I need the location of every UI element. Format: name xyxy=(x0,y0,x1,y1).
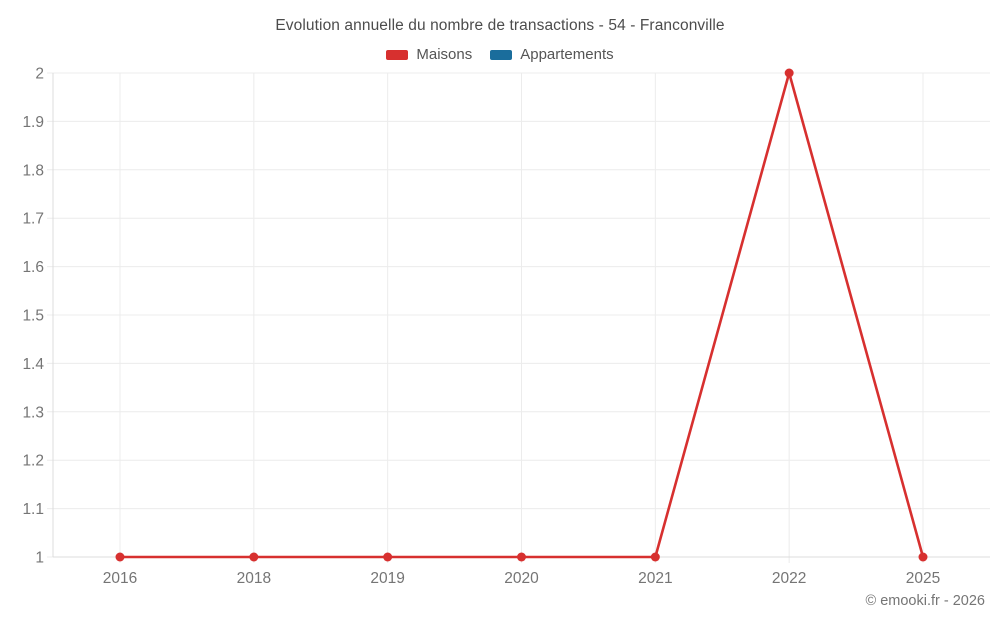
x-tick-label: 2016 xyxy=(103,570,137,587)
chart-legend: Maisons Appartements xyxy=(0,46,1000,63)
y-tick-label: 1.8 xyxy=(22,162,44,179)
legend-item-maisons[interactable]: Maisons xyxy=(386,46,472,63)
chart-title: Evolution annuelle du nombre de transact… xyxy=(275,17,725,34)
legend-label-appartements: Appartements xyxy=(520,46,614,63)
maisons-swatch-icon xyxy=(386,49,409,60)
appartements-swatch-icon xyxy=(490,49,513,60)
y-tick-label: 1.5 xyxy=(22,308,44,325)
x-tick-label: 2022 xyxy=(772,570,806,587)
y-tick-label: 1.2 xyxy=(22,453,44,470)
x-tick-label: 2020 xyxy=(504,570,539,587)
maisons-point[interactable] xyxy=(918,552,928,562)
y-tick-label: 1 xyxy=(35,550,44,567)
x-tick-label: 2025 xyxy=(906,570,940,587)
maisons-point[interactable] xyxy=(650,552,660,562)
y-tick-label: 1.1 xyxy=(22,501,44,518)
y-tick-label: 1.7 xyxy=(22,211,44,228)
footer-credit: © emooki.fr - 2026 xyxy=(865,593,985,609)
maisons-point[interactable] xyxy=(784,68,794,78)
legend-label-maisons: Maisons xyxy=(416,46,473,63)
legend-item-appartements[interactable]: Appartements xyxy=(490,46,614,63)
y-tick-label: 2 xyxy=(35,66,44,83)
maisons-point[interactable] xyxy=(383,552,393,562)
y-tick-label: 1.4 xyxy=(22,356,44,373)
x-tick-label: 2019 xyxy=(370,570,404,587)
y-tick-label: 1.6 xyxy=(22,259,44,276)
x-tick-label: 2021 xyxy=(638,570,672,587)
maisons-point[interactable] xyxy=(115,552,125,562)
y-tick-label: 1.9 xyxy=(22,114,44,131)
maisons-point[interactable] xyxy=(517,552,526,562)
y-tick-label: 1.3 xyxy=(22,404,44,421)
maisons-point[interactable] xyxy=(249,552,259,562)
x-tick-label: 2018 xyxy=(237,570,271,587)
